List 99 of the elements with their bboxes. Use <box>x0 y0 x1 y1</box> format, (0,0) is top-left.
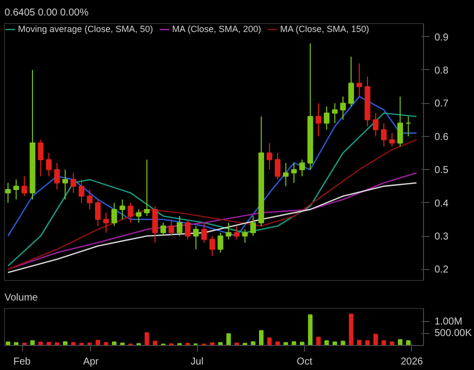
candlestick <box>397 96 403 147</box>
candlestick <box>193 226 199 250</box>
candlestick <box>5 182 11 204</box>
bar <box>226 333 231 346</box>
candlestick <box>299 159 305 177</box>
bar <box>259 330 264 346</box>
candlestick <box>316 102 322 137</box>
candlestick <box>103 212 109 234</box>
candlestick <box>54 162 60 190</box>
candlestick <box>348 56 354 108</box>
candlestick <box>111 202 118 227</box>
y-tick-label: 500.00K <box>434 328 472 340</box>
bar <box>275 341 280 346</box>
bar <box>292 341 296 346</box>
candlestick <box>389 132 395 147</box>
candlestick <box>405 116 412 137</box>
y-tick-label: 0.3 <box>434 232 449 243</box>
candlestick <box>372 112 378 137</box>
candlestick <box>176 216 182 237</box>
bar <box>38 342 43 346</box>
candlestick <box>340 96 346 120</box>
candlestick <box>282 162 289 187</box>
bar <box>234 342 240 346</box>
candlestick <box>95 198 101 227</box>
candlestick <box>46 152 52 177</box>
bar <box>398 339 402 346</box>
bar <box>120 342 125 346</box>
candlestick <box>234 226 240 240</box>
bar <box>316 336 321 346</box>
bar <box>382 340 386 346</box>
bar <box>14 342 18 346</box>
candlestick <box>144 159 150 217</box>
bar <box>6 341 10 346</box>
line-series <box>7 112 418 267</box>
candlestick <box>201 222 207 244</box>
bar <box>62 341 68 346</box>
line-series <box>7 96 418 237</box>
candlestick <box>250 216 256 237</box>
candlestick <box>13 179 20 200</box>
bar <box>308 314 313 346</box>
y-tick-label: 0.4 <box>434 198 449 210</box>
bar <box>332 341 338 346</box>
candlestick <box>324 106 330 130</box>
candlestick <box>274 152 280 180</box>
x-tick-label: Apr <box>83 356 100 368</box>
bar <box>218 342 223 346</box>
candlestick <box>86 189 93 210</box>
candlestick <box>291 162 297 184</box>
legend-label: MA (Close, SMA, 150) <box>280 24 370 34</box>
candlestick <box>226 222 232 240</box>
candlestick <box>168 218 174 237</box>
y-tick-label: 0.5 <box>434 165 449 176</box>
candlestick <box>380 122 387 147</box>
bar <box>250 341 256 346</box>
candlestick <box>22 176 28 197</box>
candlestick <box>242 228 248 244</box>
x-tick-label: 2026 <box>400 356 424 368</box>
bar <box>267 337 272 346</box>
chart-title: 0.6405 0.00 0.00% <box>4 8 89 18</box>
y-tick-label: 0.9 <box>434 32 449 44</box>
legend-label: Moving average (Close, SMA, 50) <box>18 24 154 34</box>
y-tick-label: 0.2 <box>434 264 449 276</box>
candlestick <box>70 172 76 194</box>
bar <box>390 341 394 346</box>
bar <box>348 314 354 346</box>
candlestick <box>160 222 166 237</box>
candlestick <box>62 169 68 200</box>
bar <box>144 332 150 346</box>
candlestick <box>152 206 158 244</box>
y-tick-label: 0.7 <box>434 98 449 110</box>
candlestick <box>209 236 216 256</box>
bar <box>96 340 100 346</box>
chart-title: Volume <box>4 292 38 304</box>
bar <box>104 342 108 346</box>
x-tick-label: Jul <box>190 356 204 368</box>
y-tick-label: 1.00M <box>434 316 462 328</box>
candlestick <box>38 139 44 177</box>
bar <box>112 341 116 346</box>
bar <box>324 340 329 346</box>
bar <box>284 342 288 346</box>
candlestick <box>136 208 142 224</box>
line-series <box>7 139 418 270</box>
legend-label: MA (Close, SMA, 200) <box>172 24 262 34</box>
candlestick <box>266 142 272 170</box>
y-tick-label: 0.6 <box>434 132 449 143</box>
bar <box>406 340 411 346</box>
y-tick-label: 0.8 <box>434 65 449 76</box>
x-tick-label: Feb <box>13 356 32 368</box>
candlestick <box>128 202 134 224</box>
candlestick <box>120 198 126 220</box>
x-tick-label: Oct <box>296 356 312 368</box>
candlestick <box>78 179 84 204</box>
candlestick <box>332 102 338 124</box>
candlestick <box>356 62 362 98</box>
bar <box>357 340 362 346</box>
candlestick <box>218 232 224 254</box>
bar <box>373 334 378 346</box>
candlestick <box>184 218 191 240</box>
bar <box>71 342 76 346</box>
